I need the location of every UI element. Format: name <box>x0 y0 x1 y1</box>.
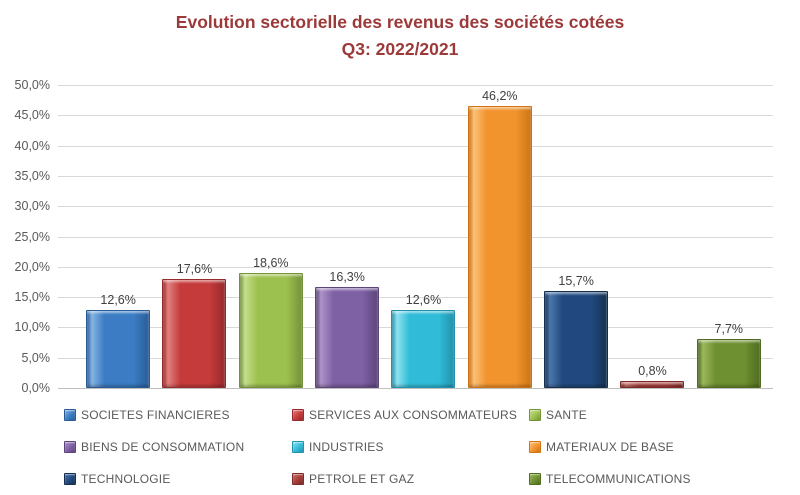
bar-slot-biens-de-consommation: 16,3% <box>309 85 385 388</box>
y-tick-label: 20,0% <box>14 259 50 274</box>
legend-marker-materiaux-de-base-icon <box>529 441 541 453</box>
legend-item-technologie: TECHNOLOGIE <box>64 472 292 486</box>
x-axis-line <box>58 388 773 389</box>
gridline <box>58 206 773 208</box>
legend-marker-industries-icon <box>292 441 304 453</box>
legend-label: SERVICES AUX CONSOMMATEURS <box>309 408 518 422</box>
legend-label: BIENS DE CONSOMMATION <box>81 440 245 454</box>
legend-item-sante: SANTE <box>529 408 779 422</box>
y-tick-label: 35,0% <box>14 168 50 183</box>
gridline <box>58 85 773 86</box>
bar-value-label: 12,6% <box>405 292 442 307</box>
bar-industries <box>391 309 456 388</box>
bar-slot-materiaux-de-base: 46,2% <box>462 85 538 388</box>
legend-item-industries: INDUSTRIES <box>292 440 529 454</box>
bar-technologie <box>544 290 609 388</box>
bar-value-label: 46,2% <box>482 89 518 104</box>
bar-slot-industries: 12,6% <box>385 85 461 388</box>
plot-area: 12,6% 17,6% 18,6% 16,3% 12,6% 46,2% 15,7% 0,8% 7… <box>58 85 773 389</box>
legend-item-materiaux-de-base: MATERIAUX DE BASE <box>529 440 779 454</box>
bar-biens-de-consommation <box>315 287 380 388</box>
legend-marker-biens-de-consommation-icon <box>64 441 76 453</box>
legend-label: SOCIETES FINANCIERES <box>81 408 230 422</box>
bar-slot-societes-financieres: 12,6% <box>80 85 156 388</box>
legend-label: PETROLE ET GAZ <box>309 472 415 486</box>
legend: SOCIETES FINANCIERES SERVICES AUX CONSOMM… <box>64 399 779 495</box>
y-tick-label: 45,0% <box>14 108 50 123</box>
bar-value-label: 12,6% <box>100 292 136 307</box>
y-tick-label: 5,0% <box>21 350 51 365</box>
legend-label: TELECOMMUNICATIONS <box>546 472 691 486</box>
legend-marker-services-aux-consommateurs-icon <box>292 409 304 421</box>
gridline <box>58 115 773 117</box>
bar-materiaux-de-base <box>467 106 532 388</box>
bar-sante <box>238 273 303 388</box>
chart-title-line2: Q3: 2022/2021 <box>341 39 459 59</box>
bar-value-label: 0,8% <box>638 364 667 379</box>
bar-petrole-et-gaz <box>620 381 685 388</box>
gridline <box>58 297 773 299</box>
legend-label: SANTE <box>546 408 588 422</box>
bar-value-label: 16,3% <box>329 270 365 285</box>
chart-title: Evolution sectorielle des revenus des so… <box>0 9 800 63</box>
legend-item-petrole-et-gaz: PETROLE ET GAZ <box>292 472 529 486</box>
gridline <box>58 145 773 147</box>
bar-value-label: 17,6% <box>176 262 213 277</box>
bar-societes-financieres <box>86 309 151 388</box>
bar-value-label: 15,7% <box>558 273 594 288</box>
legend-item-telecommunications: TELECOMMUNICATIONS <box>529 472 779 486</box>
legend-item-societes-financieres: SOCIETES FINANCIERES <box>64 408 292 422</box>
bar-value-label: 7,7% <box>714 322 744 337</box>
legend-item-biens-de-consommation: BIENS DE CONSOMMATION <box>64 440 292 454</box>
legend-marker-technologie-icon <box>64 473 76 485</box>
bars-container: 12,6% 17,6% 18,6% 16,3% 12,6% 46,2% 15,7% 0,8% 7… <box>80 85 767 388</box>
bar-slot-technologie: 15,7% <box>538 85 614 388</box>
y-axis: 50,0% 45,0% 40,0% 35,0% 30,0% 25,0% 20,0% 15,0%… <box>0 78 51 395</box>
bar-slot-telecommunications: 7,7% <box>691 85 767 388</box>
gridline <box>58 175 773 177</box>
bar-slot-petrole-et-gaz: 0,8% <box>614 85 690 388</box>
y-tick-label: 15,0% <box>14 290 50 305</box>
bar-slot-sante: 18,6% <box>233 85 309 388</box>
legend-label: TECHNOLOGIE <box>81 472 171 486</box>
y-tick-label: 50,0% <box>14 78 50 92</box>
y-tick-label: 40,0% <box>14 138 50 153</box>
chart-title-line1: Evolution sectorielle des revenus des so… <box>175 12 625 32</box>
legend-label: INDUSTRIES <box>309 440 384 454</box>
legend-item-services-aux-consommateurs: SERVICES AUX CONSOMMATEURS <box>292 408 529 422</box>
bar-services-aux-consommateurs <box>162 279 227 388</box>
gridline <box>58 266 773 268</box>
legend-marker-societes-financieres-icon <box>64 409 76 421</box>
y-tick-label: 10,0% <box>14 320 50 335</box>
bar-telecommunications <box>696 339 761 388</box>
legend-marker-sante-icon <box>529 409 541 421</box>
legend-marker-petrole-et-gaz-icon <box>292 473 304 485</box>
legend-marker-telecommunications-icon <box>529 473 541 485</box>
legend-label: MATERIAUX DE BASE <box>546 440 674 454</box>
y-tick-label: 25,0% <box>14 229 50 244</box>
gridline <box>58 236 773 238</box>
y-tick-label: 0,0% <box>21 381 51 395</box>
y-tick-label: 30,0% <box>14 199 50 214</box>
bar-slot-services-aux-consommateurs: 17,6% <box>156 85 232 388</box>
bar-value-label: 18,6% <box>253 256 289 271</box>
